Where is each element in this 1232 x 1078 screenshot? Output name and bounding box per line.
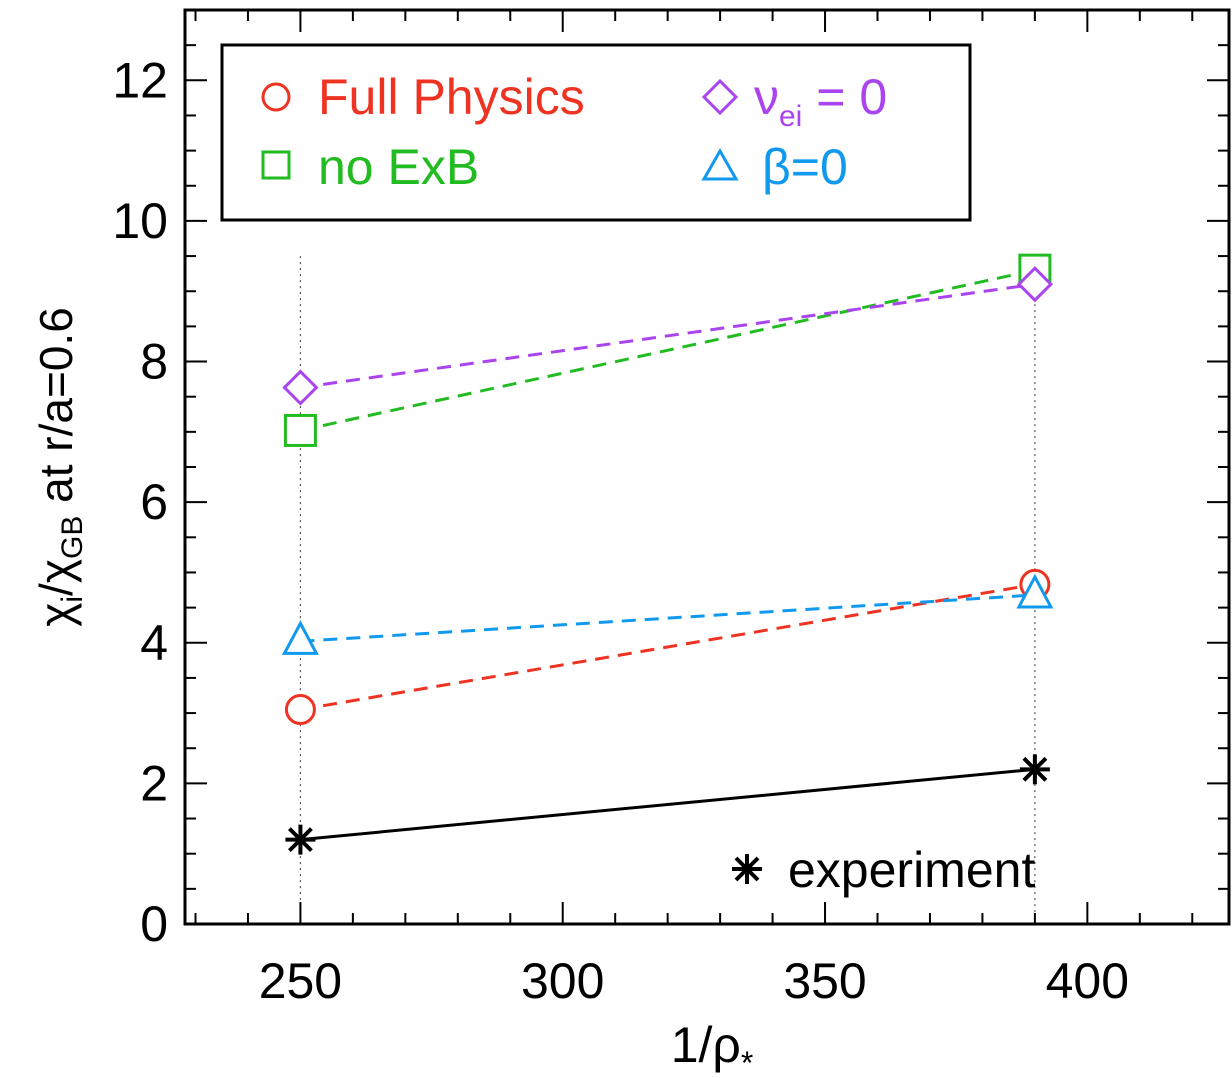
legend-box: [220, 43, 972, 222]
legend-label-full-physics: Full Physics: [318, 69, 585, 125]
series-full-physics: [284, 568, 1051, 726]
legend-nu-rest: = 0: [802, 69, 887, 125]
series-line-nu-ei-zero: [300, 282, 1036, 390]
legend-marker-diamond: [701, 78, 739, 116]
series-layer: [281, 253, 1054, 855]
legend-label-no-exb: no ExB: [318, 139, 479, 195]
x-tick-label: 250: [259, 953, 342, 1009]
x-tick-label: 400: [1046, 953, 1129, 1009]
series-line-experiment: [300, 767, 1036, 842]
y-label-sub-i: i: [56, 596, 89, 603]
data-point-experiment: [285, 824, 316, 855]
legend-entry-nu-ei: νei = 0: [701, 69, 887, 133]
legend-marker-square: [261, 150, 291, 180]
series-beta-zero: [281, 573, 1054, 655]
y-tick-labels: 0 2 4 6 8 10 12: [112, 52, 168, 952]
legend-entry-no-exb: no ExB: [261, 139, 479, 195]
y-axis-label: χi/χGB at r/a=0.6: [30, 307, 89, 627]
legend-nu-symbol: ν: [754, 69, 779, 125]
series-line-full-physics: [300, 582, 1036, 712]
y-label-chi2: χ: [30, 559, 82, 583]
y-label-chi: χ: [30, 603, 82, 627]
legend-label-experiment: experiment: [788, 842, 1035, 898]
series-no-exb: [283, 253, 1052, 447]
reference-lines: [299, 256, 1036, 924]
legend-label-beta: β=0: [762, 139, 848, 195]
y-tick-label: 2: [140, 755, 168, 811]
x-axis-label-main: 1/ρ: [671, 1017, 741, 1073]
y-label-slash: /: [30, 583, 82, 596]
legend-nu-sub: ei: [779, 100, 802, 133]
x-axis-label-sub: *: [741, 1045, 753, 1078]
y-tick-label: 8: [140, 334, 168, 390]
data-point-beta-zero: [1016, 573, 1054, 609]
y-label-sub-gb: GB: [56, 516, 89, 559]
legend-marker-circle: [261, 82, 291, 112]
data-point-nu-ei-zero: [282, 369, 319, 406]
legend-marker-asterisk: [732, 854, 762, 884]
legend-entry-experiment: experiment: [732, 842, 1035, 898]
legend-marker-triangle: [701, 147, 739, 181]
y-tick-label: 4: [140, 615, 168, 671]
series-experiment: [285, 754, 1050, 855]
legend: Full Physics no ExB νei = 0 β=0: [220, 43, 972, 222]
axis-ticks: [185, 9, 1229, 925]
data-point-experiment: [1019, 754, 1050, 785]
x-tick-label: 300: [521, 953, 604, 1009]
y-label-rest: at r/a=0.6: [30, 307, 82, 515]
data-point-no-exb: [283, 413, 317, 447]
series-line-beta-zero: [300, 593, 1035, 643]
legend-entry-full-physics: Full Physics: [261, 69, 585, 125]
x-tick-labels: 250 300 350 400: [259, 953, 1129, 1009]
y-tick-label: 12: [112, 52, 168, 108]
legend-label-nu-ei: νei = 0: [754, 69, 887, 133]
x-axis-label: 1/ρ*: [671, 1017, 754, 1078]
y-tick-label: 0: [140, 896, 168, 952]
data-point-beta-zero: [281, 620, 319, 655]
legend-entry-beta: β=0: [701, 139, 848, 195]
y-tick-label: 10: [112, 193, 168, 249]
series-nu-ei-zero: [282, 266, 1054, 406]
data-point-nu-ei-zero: [1016, 266, 1054, 303]
x-tick-label: 350: [783, 953, 866, 1009]
data-point-full-physics: [284, 694, 316, 726]
y-tick-label: 6: [140, 474, 168, 530]
series-line-no-exb: [300, 268, 1036, 432]
